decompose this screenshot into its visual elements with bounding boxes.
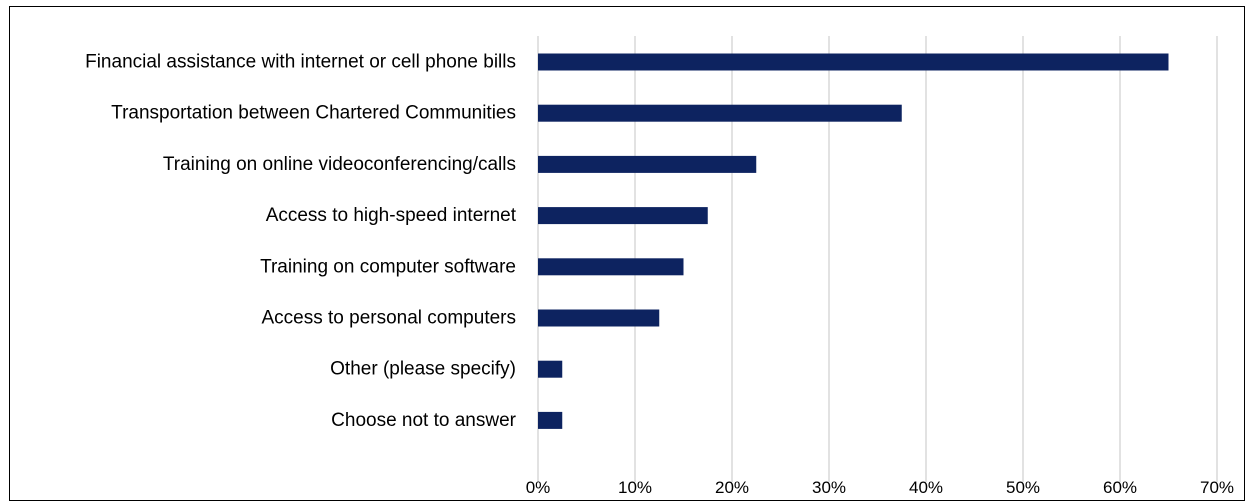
x-tick-label: 60%	[1103, 478, 1137, 497]
category-label: Transportation between Chartered Communi…	[111, 103, 516, 124]
x-tick-label: 30%	[812, 478, 846, 497]
x-tick-label: 70%	[1200, 478, 1234, 497]
category-label: Training on computer software	[260, 256, 516, 277]
chart-frame	[9, 6, 1245, 501]
bar	[538, 104, 902, 122]
bar	[538, 258, 684, 276]
x-tick-labels: 0% 10% 20% 30% 40% 50% 60% 70%	[526, 478, 1234, 497]
x-tick-label: 0%	[526, 478, 551, 497]
category-label: Other (please specify)	[330, 359, 516, 380]
category-label: Financial assistance with internet or ce…	[85, 52, 516, 73]
bar	[538, 360, 563, 378]
category-labels: Financial assistance with internet or ce…	[85, 52, 517, 431]
category-label: Access to personal computers	[261, 308, 516, 329]
bar	[538, 309, 660, 327]
x-tick-label: 40%	[909, 478, 943, 497]
bar	[538, 411, 563, 429]
x-tick-label: 20%	[715, 478, 749, 497]
x-tick-label: 10%	[618, 478, 652, 497]
category-label: Choose not to answer	[331, 410, 517, 431]
bar	[538, 53, 1169, 71]
category-label: Training on online videoconferencing/cal…	[163, 154, 516, 175]
x-tick-label: 50%	[1006, 478, 1040, 497]
bar	[538, 207, 708, 225]
category-label: Access to high-speed internet	[266, 205, 517, 226]
bars	[538, 53, 1169, 429]
bar	[538, 155, 757, 173]
